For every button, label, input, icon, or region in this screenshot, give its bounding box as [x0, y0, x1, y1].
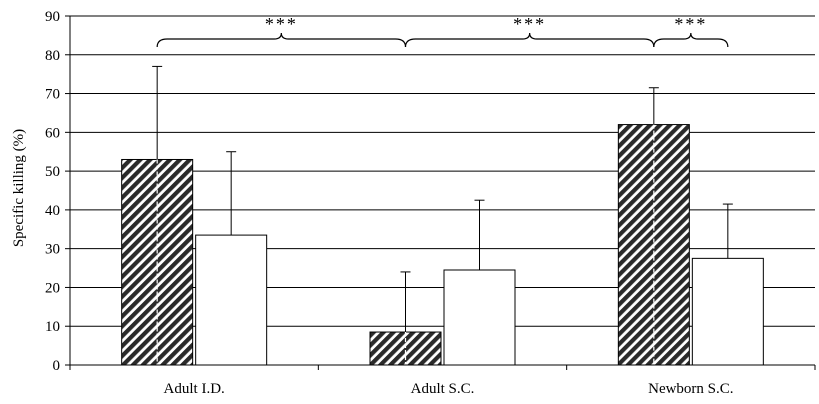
y-tick-label: 0: [53, 358, 61, 374]
axes: 0 10 20 30 40 50 60 70 80 90 Adult I.D. Adult S.C. N…: [45, 9, 816, 397]
bar: [195, 234, 268, 366]
significance-bracket: [653, 32, 729, 48]
y-tick-label: 40: [45, 203, 60, 219]
bar: [443, 269, 516, 366]
y-axis-title: Specific killing (%): [11, 129, 27, 247]
y-tick-label: 70: [45, 87, 60, 103]
bars: [121, 65, 764, 366]
y-tick-label: 30: [45, 242, 60, 258]
gridlines: [70, 15, 815, 327]
significance-label: ***: [513, 14, 546, 34]
significance-brackets: *** *** ***: [156, 14, 729, 48]
y-tick-label: 90: [45, 9, 60, 25]
significance-label: ***: [265, 14, 298, 34]
y-tick-label: 10: [45, 319, 60, 335]
y-tick-label: 60: [45, 125, 60, 141]
x-tick-label: Adult S.C.: [411, 381, 475, 397]
x-tick-label: Newborn S.C.: [648, 381, 733, 397]
significance-bracket: [156, 32, 407, 48]
y-tick-label: 80: [45, 48, 60, 64]
significance-label: ***: [674, 14, 707, 34]
y-tick-label: 50: [45, 164, 60, 180]
bar: [691, 257, 764, 366]
bar: [369, 331, 442, 366]
significance-bracket: [404, 32, 655, 48]
x-tick-label: Adult I.D.: [164, 381, 225, 397]
y-tick-label: 20: [45, 280, 60, 296]
